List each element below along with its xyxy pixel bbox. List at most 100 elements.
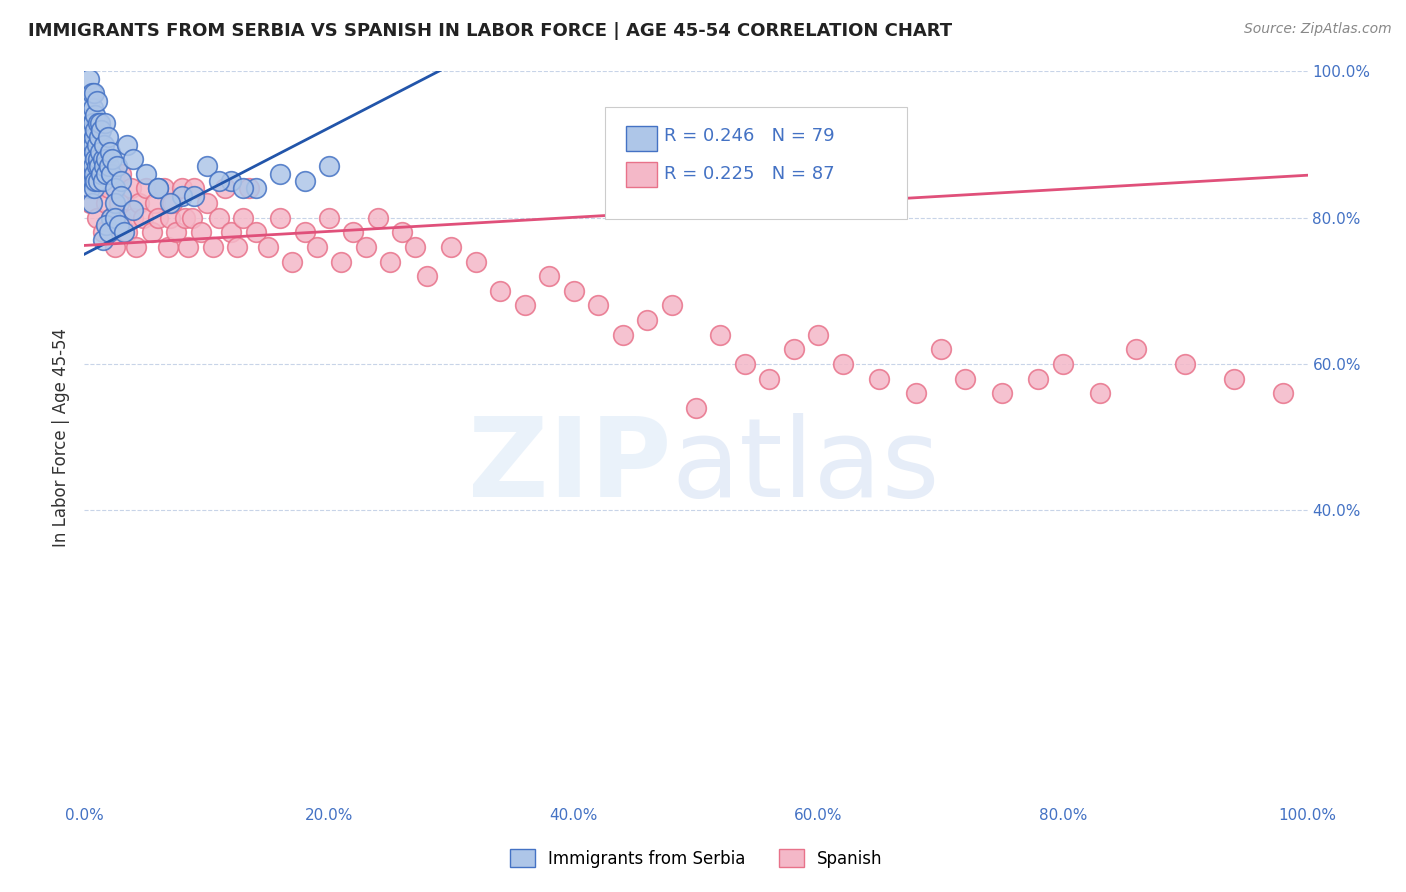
Point bbox=[391, 225, 413, 239]
Point bbox=[90, 123, 112, 137]
Point bbox=[1052, 357, 1074, 371]
Point bbox=[135, 181, 157, 195]
Point bbox=[80, 152, 103, 166]
Point bbox=[77, 152, 100, 166]
Point bbox=[83, 181, 105, 195]
Point bbox=[104, 240, 127, 254]
Point bbox=[87, 152, 110, 166]
Point bbox=[115, 225, 138, 239]
Point bbox=[96, 218, 118, 232]
Point bbox=[83, 145, 105, 159]
Point bbox=[905, 386, 928, 401]
Point bbox=[79, 196, 101, 211]
Point bbox=[82, 115, 104, 129]
Point bbox=[110, 188, 132, 202]
Point bbox=[100, 211, 122, 225]
Point bbox=[122, 152, 145, 166]
Point bbox=[107, 196, 129, 211]
Point bbox=[269, 167, 291, 181]
Point bbox=[159, 211, 181, 225]
Point bbox=[734, 357, 756, 371]
Point bbox=[84, 174, 107, 188]
Point bbox=[91, 152, 114, 166]
Point bbox=[318, 160, 340, 174]
Y-axis label: In Labor Force | Age 45-54: In Labor Force | Age 45-54 bbox=[52, 327, 70, 547]
Point bbox=[82, 137, 104, 152]
Point bbox=[100, 211, 122, 225]
Point bbox=[177, 240, 200, 254]
Point bbox=[404, 240, 426, 254]
Point bbox=[172, 181, 194, 195]
Point bbox=[245, 181, 267, 195]
Point bbox=[783, 343, 806, 357]
Point bbox=[146, 211, 169, 225]
Point bbox=[354, 240, 377, 254]
Point bbox=[232, 181, 254, 195]
Point bbox=[636, 313, 658, 327]
Point bbox=[330, 254, 353, 268]
Point bbox=[110, 174, 132, 188]
Legend: Immigrants from Serbia, Spanish: Immigrants from Serbia, Spanish bbox=[509, 849, 883, 868]
Point bbox=[93, 137, 115, 152]
Point bbox=[367, 211, 389, 225]
Text: R = 0.246   N = 79: R = 0.246 N = 79 bbox=[664, 128, 834, 145]
Point bbox=[104, 211, 127, 225]
Point bbox=[146, 181, 169, 195]
Point bbox=[153, 181, 176, 195]
Point bbox=[807, 327, 830, 342]
Point bbox=[238, 181, 260, 195]
Point bbox=[82, 174, 104, 188]
Point bbox=[98, 145, 121, 159]
Point bbox=[79, 181, 101, 195]
Point bbox=[141, 225, 163, 239]
Point bbox=[77, 71, 100, 86]
Point bbox=[115, 137, 138, 152]
Point bbox=[132, 211, 155, 225]
Point bbox=[87, 115, 110, 129]
Point bbox=[183, 188, 205, 202]
Point bbox=[195, 196, 218, 211]
Point bbox=[86, 94, 108, 108]
Point bbox=[269, 211, 291, 225]
Point bbox=[100, 167, 122, 181]
Point bbox=[991, 386, 1014, 401]
Point bbox=[489, 284, 512, 298]
Point bbox=[1174, 357, 1197, 371]
Point bbox=[1088, 386, 1111, 401]
Point bbox=[342, 225, 364, 239]
Point bbox=[929, 343, 952, 357]
Text: R = 0.225   N = 87: R = 0.225 N = 87 bbox=[664, 165, 834, 183]
Point bbox=[219, 225, 242, 239]
Point bbox=[105, 160, 128, 174]
Point bbox=[173, 211, 195, 225]
Point bbox=[159, 196, 181, 211]
Point bbox=[709, 327, 731, 342]
Point bbox=[195, 160, 218, 174]
Point bbox=[120, 181, 142, 195]
Point bbox=[208, 211, 231, 225]
Point bbox=[80, 115, 103, 129]
Point bbox=[1125, 343, 1147, 357]
Point bbox=[84, 123, 107, 137]
Point bbox=[232, 211, 254, 225]
Point bbox=[104, 181, 127, 195]
Point bbox=[80, 87, 103, 101]
Point bbox=[82, 167, 104, 181]
Point bbox=[104, 167, 127, 181]
Point bbox=[172, 188, 194, 202]
Point bbox=[190, 225, 212, 239]
Point bbox=[294, 174, 316, 188]
Point bbox=[79, 130, 101, 145]
Point bbox=[91, 152, 114, 166]
Point bbox=[101, 152, 124, 166]
Point bbox=[87, 174, 110, 188]
Point bbox=[110, 167, 132, 181]
Point bbox=[416, 269, 439, 284]
Text: Source: ZipAtlas.com: Source: ZipAtlas.com bbox=[1244, 22, 1392, 37]
Point bbox=[77, 108, 100, 122]
Point bbox=[87, 181, 110, 195]
Point bbox=[162, 196, 184, 211]
Point bbox=[93, 160, 115, 174]
Point bbox=[214, 181, 236, 195]
Point bbox=[143, 196, 166, 211]
